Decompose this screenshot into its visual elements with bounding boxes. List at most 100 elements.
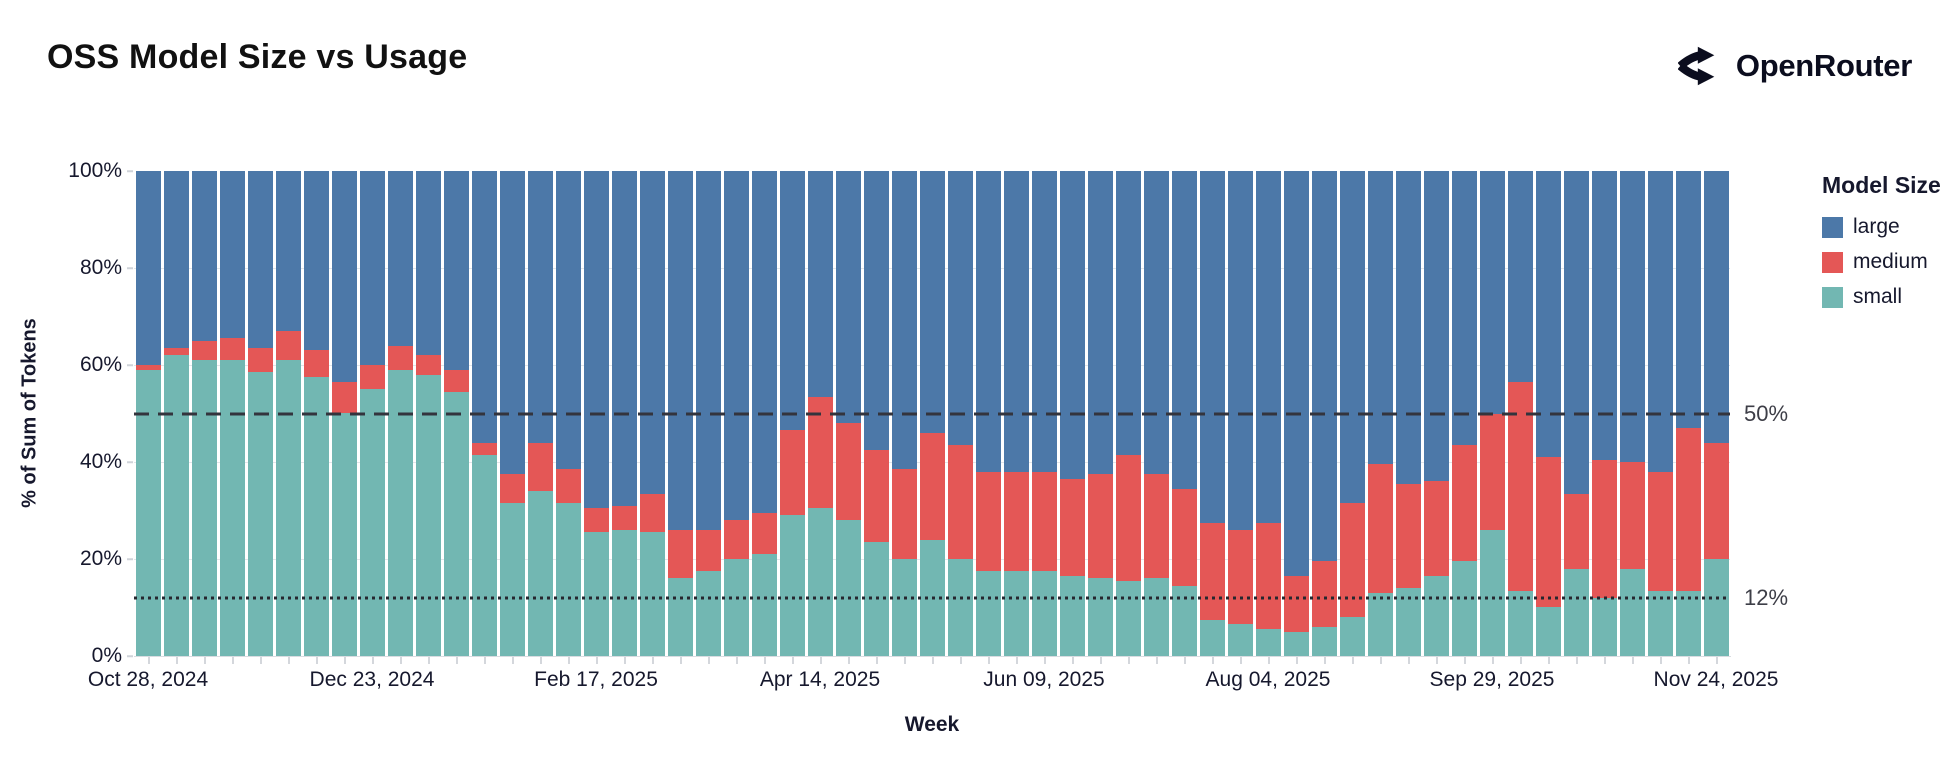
bar-week-Oct 28, 2024[interactable] [135, 171, 161, 656]
bar-segment-small[interactable] [1199, 619, 1225, 656]
bar-segment-large[interactable] [1619, 171, 1645, 462]
bar-segment-medium[interactable] [1535, 457, 1561, 608]
bar-segment-medium[interactable] [583, 508, 609, 533]
bar-segment-large[interactable] [1143, 171, 1169, 475]
bar-segment-medium[interactable] [1339, 503, 1365, 618]
bar-week-Jun 30, 2025[interactable] [1115, 171, 1141, 656]
bar-segment-medium[interactable] [1171, 488, 1197, 586]
bar-segment-small[interactable] [247, 372, 273, 656]
bar-segment-medium[interactable] [919, 432, 945, 540]
bar-segment-small[interactable] [639, 532, 665, 656]
bar-segment-medium[interactable] [667, 529, 693, 579]
bar-segment-large[interactable] [191, 171, 217, 341]
bar-segment-medium[interactable] [639, 493, 665, 533]
bar-segment-small[interactable] [891, 558, 917, 656]
bar-segment-large[interactable] [1675, 171, 1701, 429]
bar-segment-large[interactable] [863, 171, 889, 450]
bar-segment-large[interactable] [1535, 171, 1561, 458]
bar-week-Sep 01, 2025[interactable] [1367, 171, 1393, 656]
bar-segment-medium[interactable] [1143, 474, 1169, 579]
bar-segment-medium[interactable] [1479, 413, 1505, 530]
bar-segment-small[interactable] [555, 503, 581, 656]
bar-segment-large[interactable] [947, 171, 973, 446]
bar-week-Nov 04, 2024[interactable] [163, 171, 189, 656]
bar-segment-small[interactable] [751, 554, 777, 656]
bar-segment-large[interactable] [443, 171, 469, 370]
bar-segment-large[interactable] [471, 171, 497, 443]
bar-week-Dec 09, 2024[interactable] [303, 171, 329, 656]
bar-segment-small[interactable] [331, 413, 357, 656]
bar-week-Jun 02, 2025[interactable] [1003, 171, 1029, 656]
bar-week-Nov 24, 2025[interactable] [1703, 171, 1729, 656]
bar-segment-small[interactable] [135, 369, 161, 656]
bar-week-Mar 10, 2025[interactable] [667, 171, 693, 656]
bar-segment-large[interactable] [639, 171, 665, 494]
bar-segment-large[interactable] [527, 171, 553, 443]
bar-week-Feb 10, 2025[interactable] [555, 171, 581, 656]
bar-segment-large[interactable] [499, 171, 525, 475]
bar-segment-large[interactable] [1255, 171, 1281, 523]
bar-segment-medium[interactable] [247, 348, 273, 373]
bar-segment-medium[interactable] [1647, 471, 1673, 591]
bar-segment-large[interactable] [247, 171, 273, 349]
bar-segment-large[interactable] [1003, 171, 1029, 472]
bar-week-Dec 23, 2024[interactable] [359, 171, 385, 656]
bar-segment-medium[interactable] [975, 471, 1001, 572]
bar-segment-medium[interactable] [1003, 471, 1029, 572]
bar-week-Apr 14, 2025[interactable] [807, 171, 833, 656]
bar-segment-large[interactable] [359, 171, 385, 365]
bar-segment-large[interactable] [555, 171, 581, 470]
legend-item-small[interactable]: small [1822, 285, 1941, 309]
bar-week-Sep 15, 2025[interactable] [1423, 171, 1449, 656]
bar-week-Mar 17, 2025[interactable] [695, 171, 721, 656]
bar-segment-large[interactable] [1283, 171, 1309, 576]
bar-segment-medium[interactable] [555, 469, 581, 504]
bar-segment-small[interactable] [807, 508, 833, 656]
bar-week-Mar 31, 2025[interactable] [751, 171, 777, 656]
bar-week-Jun 09, 2025[interactable] [1031, 171, 1057, 656]
bar-week-Nov 25, 2024[interactable] [247, 171, 273, 656]
bar-segment-small[interactable] [779, 515, 805, 656]
bar-segment-medium[interactable] [1031, 471, 1057, 572]
bar-segment-medium[interactable] [415, 355, 441, 375]
bar-segment-large[interactable] [387, 171, 413, 346]
bar-segment-large[interactable] [667, 171, 693, 530]
bar-segment-small[interactable] [1451, 561, 1477, 656]
bar-week-Aug 04, 2025[interactable] [1255, 171, 1281, 656]
bar-week-Jan 06, 2025[interactable] [415, 171, 441, 656]
bar-segment-large[interactable] [1479, 171, 1505, 414]
bar-segment-small[interactable] [583, 532, 609, 656]
bar-segment-medium[interactable] [219, 338, 245, 361]
bar-segment-large[interactable] [583, 171, 609, 509]
bar-segment-small[interactable] [1563, 568, 1589, 656]
bar-segment-large[interactable] [891, 171, 917, 470]
bar-segment-medium[interactable] [527, 442, 553, 492]
bar-week-Dec 02, 2024[interactable] [275, 171, 301, 656]
bar-segment-large[interactable] [1199, 171, 1225, 523]
bar-segment-medium[interactable] [779, 430, 805, 516]
bar-week-Mar 03, 2025[interactable] [639, 171, 665, 656]
bar-segment-medium[interactable] [1115, 454, 1141, 581]
bar-segment-small[interactable] [1031, 571, 1057, 656]
bar-segment-small[interactable] [387, 369, 413, 656]
bar-week-Jul 28, 2025[interactable] [1227, 171, 1253, 656]
bar-week-Apr 07, 2025[interactable] [779, 171, 805, 656]
bar-segment-medium[interactable] [611, 505, 637, 530]
bar-segment-small[interactable] [527, 491, 553, 656]
bar-week-Feb 03, 2025[interactable] [527, 171, 553, 656]
bar-segment-large[interactable] [975, 171, 1001, 472]
bar-segment-small[interactable] [1115, 580, 1141, 656]
bar-segment-small[interactable] [191, 360, 217, 656]
bar-week-Nov 18, 2024[interactable] [219, 171, 245, 656]
bar-segment-small[interactable] [611, 529, 637, 656]
bar-week-Sep 22, 2025[interactable] [1451, 171, 1477, 656]
bar-week-Aug 11, 2025[interactable] [1283, 171, 1309, 656]
bar-segment-medium[interactable] [303, 350, 329, 378]
bar-segment-medium[interactable] [723, 520, 749, 559]
bar-segment-medium[interactable] [863, 449, 889, 543]
bar-week-Feb 17, 2025[interactable] [583, 171, 609, 656]
bar-segment-medium[interactable] [1591, 459, 1617, 598]
bar-segment-large[interactable] [919, 171, 945, 433]
bar-segment-medium[interactable] [695, 529, 721, 572]
bar-week-Nov 11, 2024[interactable] [191, 171, 217, 656]
